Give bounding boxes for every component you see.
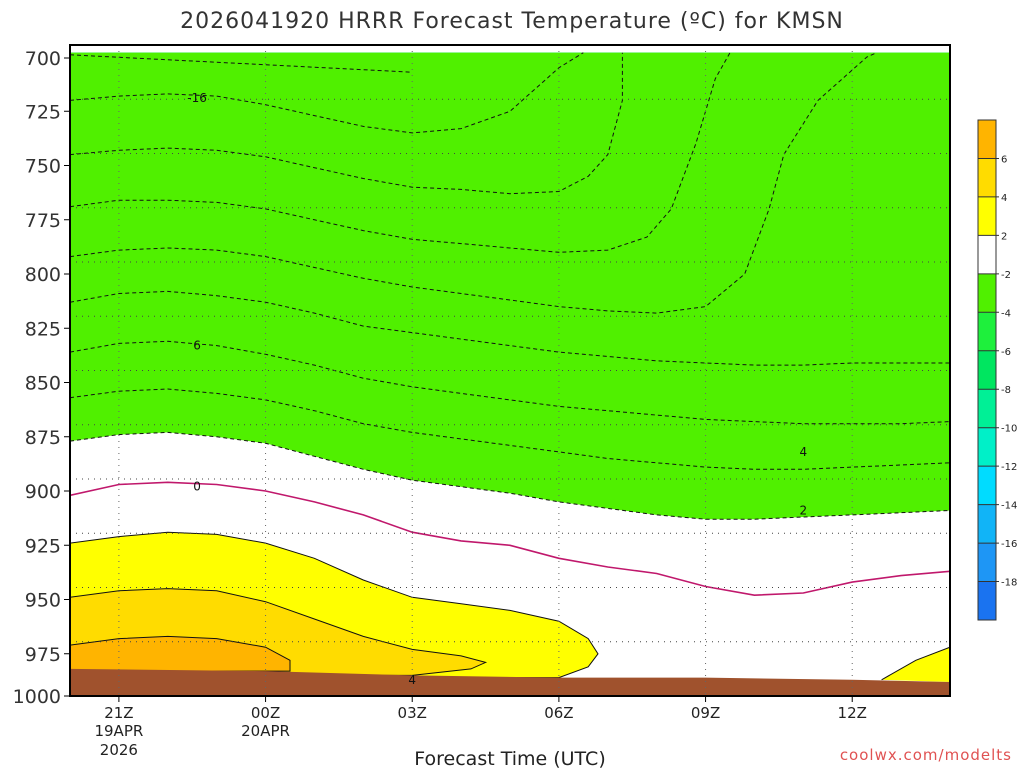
colorbar-label: -14 [1001,501,1017,512]
y-tick-label: 950 [25,590,61,612]
contour-line [70,635,291,672]
contour-line [70,290,950,366]
x-tick-label: 03Z [398,704,427,722]
ground-surface [70,668,950,696]
colorbar-label: -6 [1001,347,1011,358]
band-6 [70,636,290,672]
y-tick-label: 925 [25,535,61,557]
ground-fill [70,668,950,696]
x-tick-date: 19APR [94,722,143,740]
x-axis-label: Forecast Time (UTC) [414,748,605,768]
colorbar-swatch [978,543,996,583]
contour-line [70,52,877,314]
colorbar-swatch [978,427,996,467]
colorbar-label: -2 [1001,270,1011,281]
grid-lines [70,45,950,696]
contour-line [881,646,950,682]
y-tick-label: 700 [25,48,61,70]
colorbar-swatch [978,312,996,352]
x-tick-label: 09Z [691,704,720,722]
contour-line [70,52,731,253]
colorbar-swatch [978,389,996,429]
colorbar-swatch [978,504,996,544]
colorbar-frame [977,119,997,621]
y-tick-label: 1000 [13,686,61,708]
colorbar-swatch [978,581,996,621]
y-tick-label: 775 [25,210,61,232]
contour-line [70,54,413,73]
y-axis-ticks: 700 725 750 775 800 825 850 875 900 925 950 975 1000 [13,48,70,708]
x-tick-label: 21Z [104,704,133,722]
colorbar-label: -4 [1001,308,1011,319]
x-tick-label: 06Z [544,704,573,722]
colorbar-label: -16 [1001,539,1017,550]
y-tick-label: 825 [25,318,61,340]
colorbar-swatch [978,273,996,313]
contour-line [70,52,584,134]
colorbar-label: -10 [1001,424,1017,435]
zero-isotherm [70,481,950,597]
contour-line [70,531,599,679]
colorbar-swatch [978,196,996,236]
contour-lines [70,52,950,682]
colorbar-swatch [978,350,996,390]
colorbar-label: -12 [1001,462,1017,473]
contour-label: 4 [800,445,808,459]
y-tick-label: 850 [25,373,61,395]
contour-labels: -16 6 0 4 4 2 [187,91,807,687]
chart-title: 2026041920 HRRR Forecast Temperature (ºC… [180,9,844,34]
colorbar-swatch [978,158,996,198]
band-m2 [70,52,950,520]
colorbar-label: -18 [1001,578,1017,589]
x-tick-label: 00Z [251,704,280,722]
band-2 [881,647,950,682]
plot-frame [69,44,951,697]
y-tick-label: 875 [25,427,61,449]
y-tick-label: 900 [25,481,61,503]
credit-link[interactable]: coolwx.com/modelts [840,746,1012,764]
contour-label: 0 [193,480,201,494]
contour-label: -16 [187,91,207,105]
colorbar-label: 6 [1001,154,1007,165]
colorbar-label: 4 [1001,193,1007,204]
contour-line [70,588,488,676]
contour-line [70,340,950,425]
y-tick-label: 725 [25,101,61,123]
y-tick-label: 800 [25,264,61,286]
temperature-bands [70,52,950,682]
y-tick-label: 975 [25,644,61,666]
x-tick-label: 12Z [838,704,867,722]
zero-isotherm-line [70,481,950,597]
colorbar-swatch [978,120,996,159]
contour-label: 6 [193,339,201,353]
y-tick-label: 750 [25,156,61,178]
contour-label: 4 [408,673,416,687]
colorbar-label: -8 [1001,385,1011,396]
x-tick-date: 20APR [241,722,290,740]
colorbar: -18 -16 -14 -12 -10 -8 -6 -4 -2 2 4 6 [977,119,1017,621]
contour-line [70,431,950,520]
contour-line [70,388,950,470]
x-tick-year: 2026 [100,741,138,759]
colorbar-swatch [978,235,996,275]
contour-label: 2 [800,504,808,518]
contour-line [70,52,623,195]
colorbar-swatch [978,466,996,506]
colorbar-label: 2 [1001,231,1007,242]
